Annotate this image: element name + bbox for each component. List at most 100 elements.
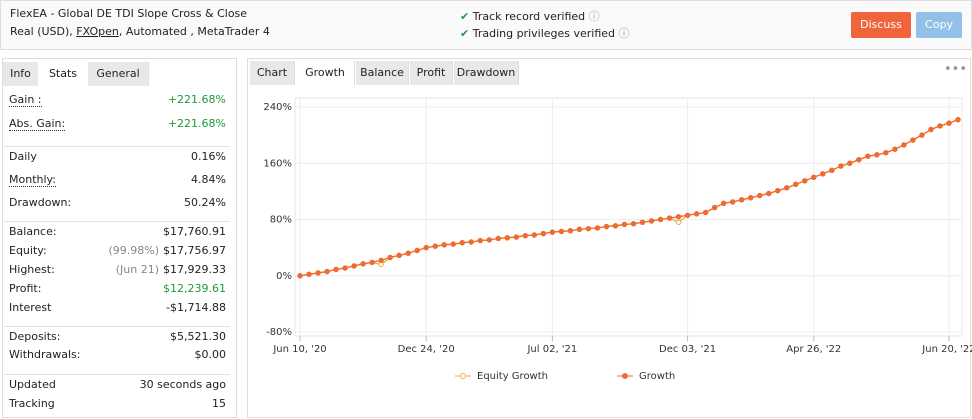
point xyxy=(459,240,465,246)
stat-value: +221.68% xyxy=(167,117,226,130)
point xyxy=(829,167,835,173)
point xyxy=(477,237,483,244)
point xyxy=(811,174,817,181)
tab[interactable]: General xyxy=(88,62,149,86)
point xyxy=(306,271,312,278)
tab[interactable]: Growth xyxy=(296,61,355,85)
stat-value: 4.84% xyxy=(191,173,226,186)
point xyxy=(793,181,799,188)
point xyxy=(297,273,303,279)
stat-value: 30 seconds ago xyxy=(139,378,226,391)
legend-marker xyxy=(622,373,628,379)
point xyxy=(928,126,934,133)
stat-note: (Jun 21) xyxy=(115,263,159,276)
point xyxy=(333,266,339,273)
point xyxy=(360,261,366,267)
point xyxy=(531,232,538,238)
stat-label: Equity: xyxy=(9,244,47,257)
point xyxy=(675,219,682,226)
y-tick-label: 0% xyxy=(276,271,292,282)
chart-panel xyxy=(247,58,971,418)
verification: ✔ Track record verified ⓘ xyxy=(460,10,600,23)
point xyxy=(910,137,916,143)
y-tick-label: 80% xyxy=(270,215,292,226)
separator xyxy=(4,326,230,327)
tab[interactable]: Info xyxy=(3,62,39,86)
tab[interactable]: Chart xyxy=(250,61,295,85)
stat-label: Deposits: xyxy=(9,330,61,343)
point xyxy=(901,142,907,148)
discuss-button[interactable]: Discuss xyxy=(851,12,911,38)
point xyxy=(378,257,384,263)
point xyxy=(414,247,420,254)
point xyxy=(729,199,736,205)
point xyxy=(522,232,529,239)
point xyxy=(441,242,447,248)
point xyxy=(784,185,790,191)
point xyxy=(856,157,862,163)
stat-label: Withdrawals: xyxy=(9,348,81,361)
stat-label: Abs. Gain: xyxy=(9,117,66,131)
point xyxy=(946,120,952,126)
header xyxy=(0,0,972,50)
broker-link[interactable]: FXOpen xyxy=(76,25,119,38)
point xyxy=(775,187,781,194)
point xyxy=(865,153,871,159)
point xyxy=(612,223,619,229)
point xyxy=(937,123,943,129)
point xyxy=(738,197,745,203)
point xyxy=(630,221,637,227)
point xyxy=(513,234,520,240)
point xyxy=(423,244,429,251)
tab[interactable]: Balance xyxy=(356,61,409,85)
tab[interactable]: Stats xyxy=(38,62,89,86)
point xyxy=(666,215,673,221)
x-tick-label: Jul 02, '21 xyxy=(526,344,577,355)
point xyxy=(405,250,411,256)
stat-label: Drawdown: xyxy=(9,196,72,209)
verification: ✔ Trading privileges verified ⓘ xyxy=(460,27,630,40)
account-line: Real (USD), FXOpen, Automated , MetaTrad… xyxy=(10,25,270,38)
y-tick-label: 160% xyxy=(263,158,292,169)
stat-label: Balance: xyxy=(9,225,57,238)
stat-value: 15 xyxy=(212,397,226,410)
x-tick-label: Apr 26, '22 xyxy=(786,344,841,355)
point xyxy=(567,228,574,234)
point xyxy=(387,254,393,261)
point xyxy=(847,160,853,166)
copy-button[interactable]: Copy xyxy=(916,12,962,38)
point xyxy=(919,132,925,138)
point xyxy=(594,225,601,231)
point xyxy=(693,211,700,217)
tab[interactable]: Profit xyxy=(410,61,453,85)
stat-value: $0.00 xyxy=(194,348,227,361)
stat-value: $17,756.97 xyxy=(163,244,226,257)
point xyxy=(675,213,682,220)
series-line xyxy=(299,119,959,277)
point xyxy=(883,150,889,156)
point xyxy=(684,212,691,218)
stat-label: Updated xyxy=(9,378,56,391)
point xyxy=(720,200,727,207)
stat-value: +221.68% xyxy=(167,93,226,106)
point xyxy=(576,226,583,233)
stat-value: $17,929.33 xyxy=(163,263,226,276)
point xyxy=(540,230,547,237)
y-tick-label: -80% xyxy=(266,327,292,338)
stat-label: Highest: xyxy=(9,263,55,276)
stat-value: $17,760.91 xyxy=(163,225,226,238)
tab[interactable]: Drawdown xyxy=(454,61,519,85)
stat-value: -$1,714.88 xyxy=(166,301,226,314)
point xyxy=(585,225,592,232)
point xyxy=(369,259,375,266)
point xyxy=(549,229,556,235)
point xyxy=(342,265,348,271)
point xyxy=(955,116,961,123)
point xyxy=(468,239,474,245)
point xyxy=(621,221,628,228)
point xyxy=(351,263,357,269)
separator xyxy=(4,374,230,375)
menu-icon[interactable]: ••• xyxy=(944,62,968,77)
stat-label: Gain : xyxy=(9,93,42,107)
